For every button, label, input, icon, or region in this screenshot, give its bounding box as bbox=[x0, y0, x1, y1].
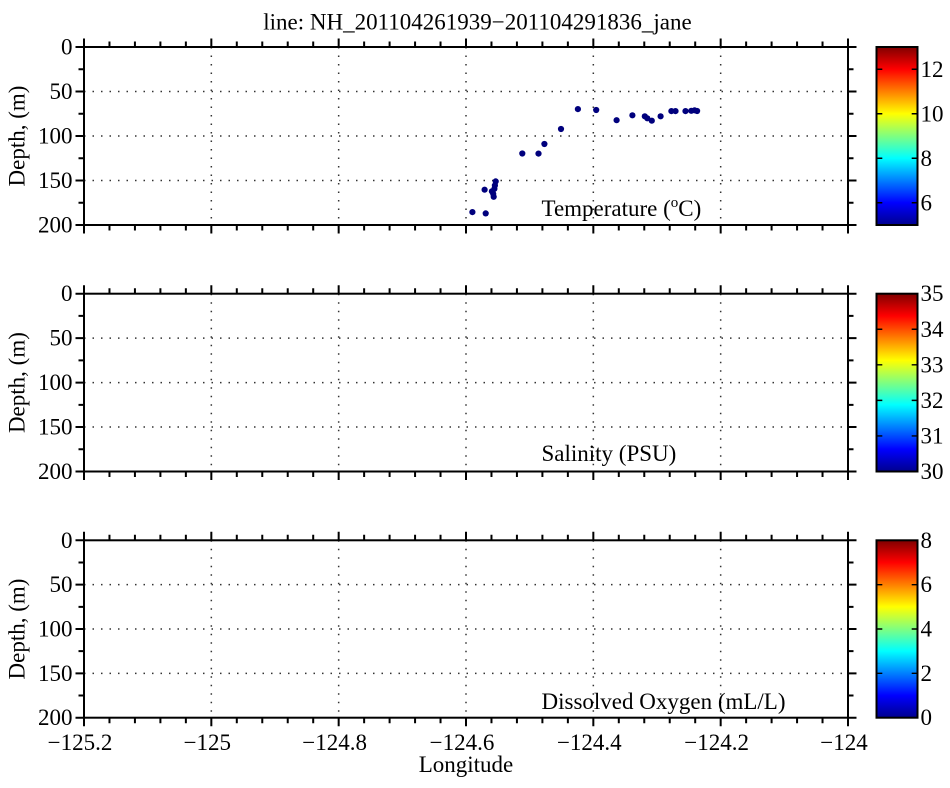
svg-text:Longitude: Longitude bbox=[419, 752, 514, 777]
svg-text:6: 6 bbox=[921, 572, 933, 597]
svg-text:0: 0 bbox=[61, 281, 73, 306]
svg-text:30: 30 bbox=[921, 459, 944, 484]
svg-text:100: 100 bbox=[38, 617, 73, 642]
svg-text:−124.4: −124.4 bbox=[557, 730, 622, 755]
svg-text:33: 33 bbox=[921, 352, 944, 377]
svg-text:0: 0 bbox=[61, 528, 73, 553]
svg-text:Depth, (m): Depth, (m) bbox=[5, 86, 30, 187]
svg-text:8: 8 bbox=[921, 146, 933, 171]
svg-text:−124.6: −124.6 bbox=[430, 730, 495, 755]
svg-text:35: 35 bbox=[921, 281, 944, 306]
svg-text:10: 10 bbox=[921, 101, 944, 126]
svg-text:200: 200 bbox=[38, 213, 73, 238]
svg-text:6: 6 bbox=[921, 190, 933, 215]
svg-text:31: 31 bbox=[921, 423, 944, 448]
svg-text:200: 200 bbox=[38, 705, 73, 730]
svg-text:−125: −125 bbox=[184, 730, 231, 755]
svg-text:100: 100 bbox=[38, 370, 73, 395]
svg-text:line: NH_201104261939−20110429: line: NH_201104261939−201104291836_jane bbox=[263, 10, 691, 35]
svg-text:Depth, (m): Depth, (m) bbox=[5, 579, 30, 680]
svg-text:0: 0 bbox=[921, 705, 933, 730]
svg-text:−125.2: −125.2 bbox=[48, 730, 113, 755]
svg-text:Depth, (m): Depth, (m) bbox=[5, 332, 30, 433]
svg-text:−124.8: −124.8 bbox=[302, 730, 367, 755]
svg-text:200: 200 bbox=[38, 459, 73, 484]
svg-text:50: 50 bbox=[50, 326, 73, 351]
svg-text:50: 50 bbox=[50, 572, 73, 597]
svg-text:150: 150 bbox=[38, 415, 73, 440]
svg-text:12: 12 bbox=[921, 57, 944, 82]
svg-text:150: 150 bbox=[38, 661, 73, 686]
svg-text:32: 32 bbox=[921, 388, 944, 413]
svg-text:−124: −124 bbox=[820, 730, 868, 755]
svg-text:50: 50 bbox=[50, 79, 73, 104]
svg-text:4: 4 bbox=[921, 617, 933, 642]
svg-text:2: 2 bbox=[921, 661, 933, 686]
svg-text:34: 34 bbox=[921, 317, 945, 342]
svg-text:8: 8 bbox=[921, 528, 933, 553]
svg-text:−124.2: −124.2 bbox=[684, 730, 749, 755]
svg-text:Temperature (oC): Temperature (oC) bbox=[542, 195, 702, 221]
svg-text:0: 0 bbox=[61, 35, 73, 60]
svg-text:150: 150 bbox=[38, 168, 73, 193]
svg-text:Dissolved Oxygen (mL/L): Dissolved Oxygen (mL/L) bbox=[542, 689, 786, 714]
svg-text:Salinity (PSU): Salinity (PSU) bbox=[542, 441, 677, 466]
svg-text:100: 100 bbox=[38, 124, 73, 149]
